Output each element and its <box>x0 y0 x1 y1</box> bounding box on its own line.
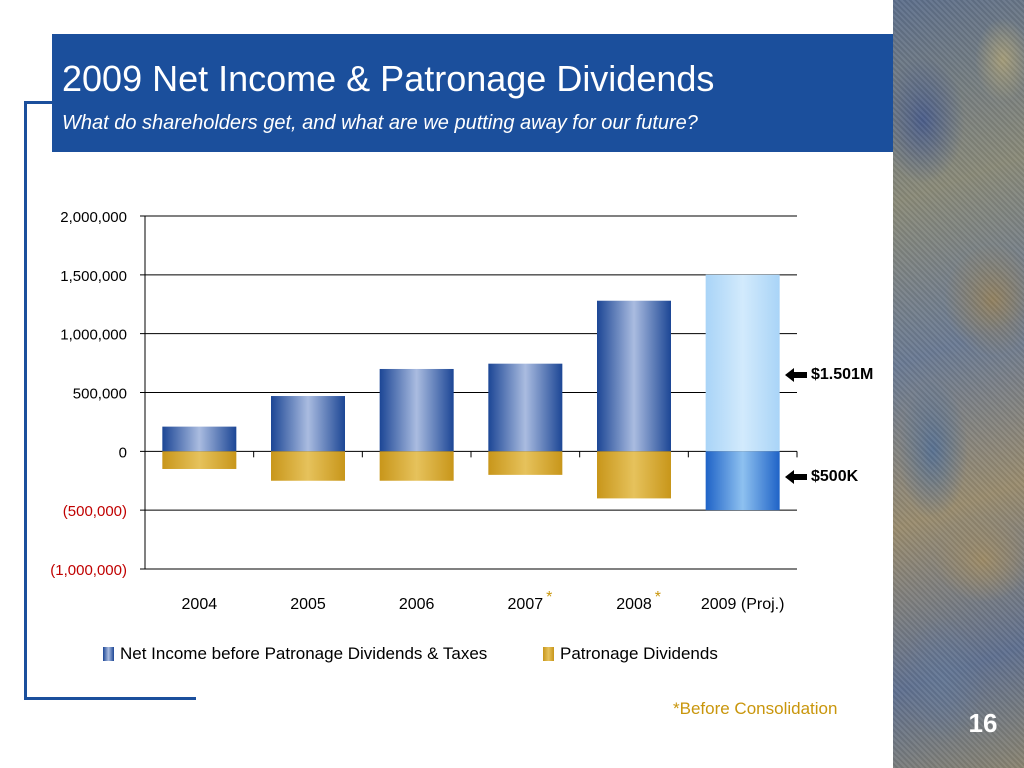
category-footnote-marker: * <box>655 589 661 606</box>
legend-label: Net Income before Patronage Dividends & … <box>120 644 488 663</box>
y-tick-label: 0 <box>119 444 127 461</box>
x-tick-label: 2007 <box>508 596 544 613</box>
y-tick-label: (500,000) <box>63 503 127 520</box>
y-tick-label: 500,000 <box>73 386 127 403</box>
bar-patronage-dividend <box>379 451 454 481</box>
arrow-left-icon <box>785 470 807 484</box>
legend-swatch-gold <box>543 647 554 661</box>
category-footnote-marker: * <box>546 589 552 606</box>
y-tick-label: 2,000,000 <box>60 209 127 226</box>
bar-net-income <box>379 368 454 452</box>
footnote: *Before Consolidation <box>673 699 838 718</box>
legend-item-patronage: Patronage Dividends <box>543 644 718 664</box>
bar-net-income <box>162 426 237 452</box>
x-tick-label: 2005 <box>290 596 326 613</box>
bar-net-income <box>597 300 671 452</box>
legend-item-net-income: Net Income before Patronage Dividends & … <box>103 644 487 664</box>
x-tick-label: 2008 <box>616 596 652 613</box>
page-subtitle: What do shareholders get, and what are w… <box>62 112 698 134</box>
page-number: 16 <box>968 708 998 738</box>
bar-patronage-dividend <box>271 451 345 481</box>
bar-net-income <box>705 274 780 452</box>
annotation-label: $1.501M <box>811 366 874 383</box>
bar-patronage-dividend <box>162 451 237 469</box>
y-tick-label: 1,000,000 <box>60 327 127 344</box>
side-texture-image <box>893 0 1024 768</box>
annotation-label: $500K <box>811 468 859 485</box>
arrow-left-icon <box>785 368 807 382</box>
bar-chart: 2,000,000 1,500,000 1,000,000 500,000 0 (500,… <box>50 209 798 613</box>
bar-net-income <box>488 363 563 452</box>
bar-patronage-dividend <box>597 451 671 499</box>
legend-swatch-blue <box>103 647 114 661</box>
annotation-dividends: $500K <box>785 468 858 486</box>
bar-patronage-dividend <box>705 451 780 511</box>
y-tick-label: (1,000,000) <box>50 562 127 579</box>
y-tick-label: 1,500,000 <box>60 268 127 285</box>
x-tick-label: 2006 <box>399 596 435 613</box>
bracket-line-vertical <box>24 101 27 699</box>
legend-label: Patronage Dividends <box>560 644 718 663</box>
bar-net-income <box>271 396 345 452</box>
x-tick-label: 2009 (Proj.) <box>701 596 785 613</box>
x-tick-label: 2004 <box>182 596 218 613</box>
annotation-net-income: $1.501M <box>785 366 873 384</box>
title-bar <box>52 34 893 152</box>
page-title: 2009 Net Income & Patronage Dividends <box>62 58 715 99</box>
bracket-line-bottom <box>24 697 196 700</box>
bracket-line-top <box>24 101 52 104</box>
bar-patronage-dividend <box>488 451 563 475</box>
